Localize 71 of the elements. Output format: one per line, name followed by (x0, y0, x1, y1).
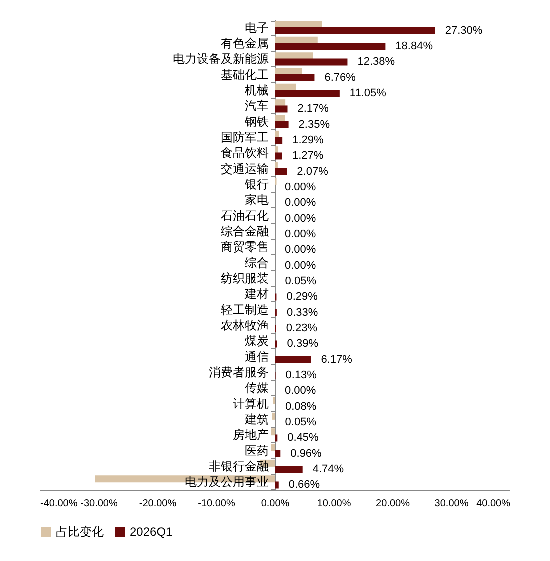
data-label: 0.05% (285, 416, 317, 429)
data-label: 0.96% (290, 448, 322, 460)
y-tick-label: 基础化工 (221, 68, 269, 82)
data-label: 0.00% (285, 212, 316, 225)
y-tick-label: 电力设备及新能源 (173, 52, 269, 66)
data-label: 0.00% (285, 244, 316, 256)
data-label: 0.23% (286, 322, 318, 335)
y-tick-label: 煤炭 (245, 334, 269, 348)
y-tick-label: 综合 (245, 256, 269, 270)
y-tick-label: 计算机 (233, 396, 269, 411)
x-tick-label: -20.00% (139, 498, 177, 510)
y-tick-label: 商贸零售 (221, 240, 269, 254)
y-tick-label: 银行 (244, 178, 269, 192)
y-tick-label: 家电 (245, 193, 269, 208)
y-tick-label: 建筑 (244, 412, 269, 426)
y-tick-label: 食品饮料 (221, 146, 269, 160)
data-label: 0.08% (285, 400, 317, 413)
y-tick-label: 汽车 (245, 99, 269, 114)
x-tick-label: 20.00% (376, 498, 410, 510)
x-tick-label: 30.00% (434, 498, 469, 510)
data-label: 2.35% (298, 118, 330, 131)
data-label: 6.17% (321, 354, 353, 366)
data-label: 0.13% (286, 370, 318, 382)
y-tick-label: 纺织服装 (221, 272, 269, 286)
data-label: 0.00% (285, 228, 316, 241)
y-tick-label: 石油石化 (221, 208, 269, 223)
data-label: 1.27% (292, 150, 324, 162)
y-tick-label: 国防军工 (221, 130, 269, 144)
data-label: 0.00% (285, 182, 316, 194)
x-tick-label: 0.00% (261, 498, 290, 510)
data-label: 0.66% (288, 479, 320, 492)
data-label: 18.84% (396, 40, 434, 53)
x-tick-label: 10.00% (317, 498, 352, 510)
y-tick-label: 综合金融 (221, 224, 269, 238)
data-label: 2.07% (297, 166, 329, 178)
y-tick-label: 电力及公用事业 (185, 475, 269, 490)
y-tick-label: 有色金属 (221, 36, 269, 50)
data-label: 2.17% (298, 103, 330, 116)
data-label: 11.05% (350, 88, 387, 100)
data-label: 0.05% (285, 276, 317, 288)
data-label: 0.00% (285, 385, 316, 398)
y-tick-label: 消费者服务 (209, 366, 269, 380)
data-label: 0.00% (285, 197, 316, 210)
y-tick-label: 非银行金融 (209, 460, 269, 474)
y-tick-label: 交通运输 (221, 162, 269, 176)
y-tick-label: 轻工制造 (221, 302, 269, 317)
y-tick-label: 钢铁 (244, 114, 269, 129)
data-label: 0.45% (288, 432, 320, 444)
data-label: 0.00% (285, 260, 316, 272)
data-label: 27.30% (445, 24, 483, 37)
y-tick-label: 通信 (245, 350, 269, 364)
legend-label: 2026Q1 (130, 525, 174, 539)
x-tick-label: -40.00% (40, 498, 78, 510)
legend-label: 占比变化 (56, 525, 104, 539)
data-label: 0.33% (286, 306, 318, 319)
data-label: 0.29% (286, 291, 318, 304)
y-tick-label: 农林牧渔 (221, 318, 269, 332)
y-tick-label: 医药 (245, 444, 269, 458)
data-label: 6.76% (324, 72, 356, 84)
x-tick-label: -30.00% (80, 498, 118, 510)
x-tick-label: 40.00% (476, 498, 511, 510)
y-tick-label: 建材 (244, 287, 269, 302)
y-tick-label: 电子 (245, 20, 269, 35)
y-tick-label: 机械 (245, 84, 269, 98)
data-label: 12.38% (358, 56, 396, 68)
data-label: 0.39% (287, 338, 319, 350)
data-label: 4.74% (312, 464, 344, 476)
x-tick-label: -10.00% (198, 498, 236, 510)
y-tick-label: 房地产 (233, 428, 269, 442)
data-label: 1.29% (292, 134, 324, 147)
y-tick-label: 传媒 (245, 381, 269, 396)
